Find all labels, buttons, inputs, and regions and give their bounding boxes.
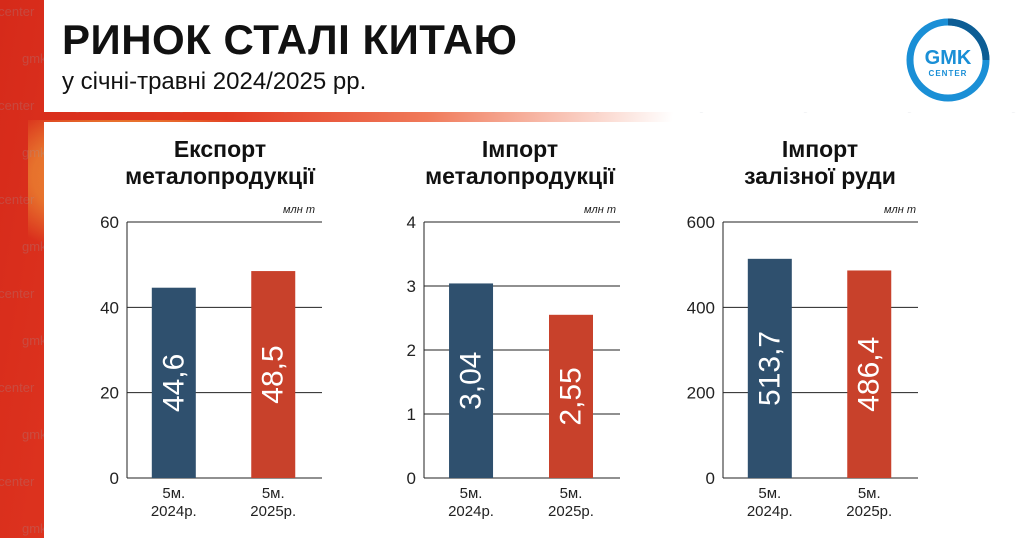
x-category-label: 5м. [858,485,881,502]
chart-title-line: Імпорт [481,136,559,162]
y-tick-label: 3 [407,277,416,296]
x-category-label: 5м. [758,485,781,502]
bar [847,270,892,478]
chart-title-line: Експорт [173,136,267,162]
bar-value-label: 3,04 [455,352,488,410]
y-tick-label: 400 [687,298,715,317]
y-tick-label: 4 [407,213,416,232]
x-category-label: 2024р. [151,503,197,520]
unit-label: млн т [884,204,917,216]
x-category-label: 2024р. [448,503,494,520]
logo-text-main: GMK [925,47,972,69]
chart-title-import-ore: Імпорт залізної руди [720,136,920,190]
bar-value-label: 48,5 [257,345,290,403]
bar [151,287,196,478]
page-title: РИНОК СТАЛІ КИТАЮ [62,16,518,63]
y-tick-label: 0 [407,469,416,488]
y-tick-label: 40 [100,298,119,317]
y-tick-label: 600 [687,213,715,232]
bar-value-label: 2,55 [555,367,588,425]
chart-title-line: залізної руди [744,163,896,189]
y-tick-label: 2 [407,341,416,360]
bar-value-label: 513,7 [753,331,786,406]
page-subtitle: у січні-травні 2024/2025 рр. [62,68,367,95]
bar [251,271,296,478]
y-tick-label: 200 [687,384,715,403]
x-category-label: 2024р. [747,503,793,520]
x-category-label: 2025р. [548,503,594,520]
bar-value-label: 486,4 [853,337,886,412]
y-tick-label: 60 [100,213,119,232]
x-category-label: 2025р. [846,503,892,520]
y-tick-label: 20 [100,384,119,403]
unit-label: млн т [283,204,316,216]
bar [449,283,494,478]
y-tick-label: 1 [407,405,416,424]
chart-title-import-metal: Імпорт металопродукції [410,136,630,190]
x-category-label: 5м. [162,485,185,502]
x-category-label: 5м. [560,485,583,502]
bar-value-label: 44,6 [157,354,190,412]
x-category-label: 5м. [262,485,285,502]
y-tick-label: 0 [110,469,119,488]
chart-title-export: Експорт металопродукції [120,136,320,190]
y-tick-label: 0 [706,469,715,488]
header [44,0,1024,112]
bar [747,258,792,478]
bar [549,314,593,478]
logo-text-sub: CENTER [929,69,968,78]
gmk-center-logo: GMK CENTER [906,18,990,102]
x-category-label: 5м. [460,485,483,502]
x-category-label: 2025р. [250,503,296,520]
unit-label: млн т [584,204,617,216]
chart-title-line: Імпорт [781,136,859,162]
chart-title-line: металопродукції [125,163,315,189]
chart-title-line: металопродукції [425,163,615,189]
